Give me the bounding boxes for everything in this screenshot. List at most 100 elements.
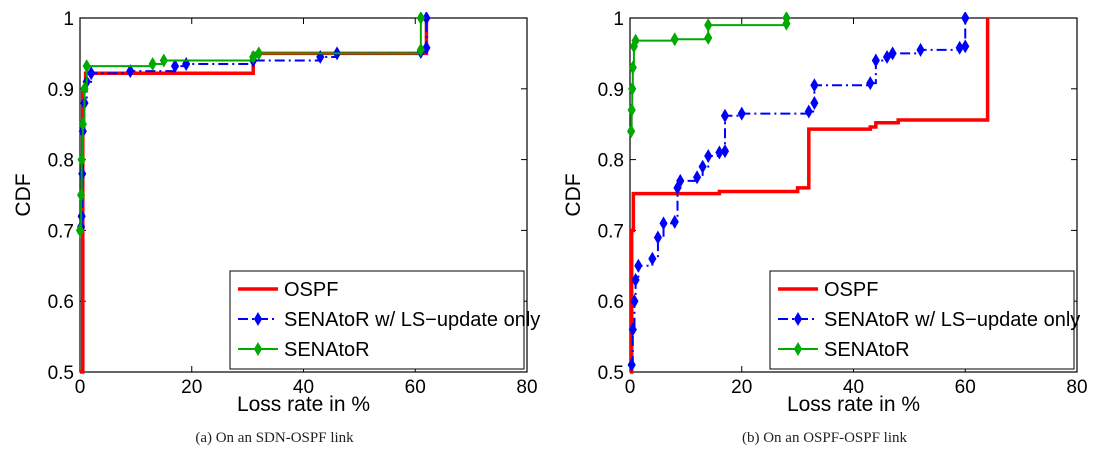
chart-panel-a: 0 20 40 60 80 0.5 0.6 0.7 0.8 0.9 1 Loss rate in % C… <box>0 0 549 457</box>
data-point <box>628 60 637 75</box>
legend-box <box>229 270 525 370</box>
x-tick-label: 40 <box>293 377 314 398</box>
data-point <box>87 66 96 81</box>
x-axis-label: Loss rate in % <box>787 393 920 416</box>
y-tick-label: 0.5 <box>598 363 624 384</box>
legend: OSPF SENAtoR w/ LS−update only SENAtoR <box>769 270 1080 370</box>
data-point <box>810 95 819 110</box>
data-point <box>254 46 263 61</box>
data-point <box>422 40 431 55</box>
data-point <box>416 12 425 25</box>
x-tick-label: 80 <box>1066 377 1087 398</box>
series-ospf <box>629 18 990 374</box>
data-point <box>810 78 819 93</box>
legend-entry: SENAtoR <box>284 339 370 361</box>
y-tick-label: 0.8 <box>598 151 624 172</box>
data-point <box>698 159 707 174</box>
data-point <box>871 53 880 68</box>
legend-entry: SENAtoR <box>824 339 910 361</box>
data-point <box>170 59 180 74</box>
data-point <box>720 144 730 159</box>
legend-marker <box>793 342 803 356</box>
legend-box <box>769 270 1075 370</box>
data-point <box>422 12 431 25</box>
x-tick-label: 60 <box>405 377 426 398</box>
data-point <box>82 59 91 74</box>
y-tick-label: 0.9 <box>48 80 74 101</box>
data-point <box>75 223 85 238</box>
data-point <box>648 251 657 266</box>
data-point <box>627 124 636 139</box>
x-axis-label: Loss rate in % <box>237 393 370 416</box>
legend-marker <box>253 312 263 326</box>
data-point <box>720 108 730 123</box>
y-tick-label: 0.7 <box>598 221 624 242</box>
data-point <box>804 104 813 119</box>
data-point <box>676 173 685 188</box>
data-point <box>659 216 668 231</box>
data-point <box>961 12 970 25</box>
data-point <box>631 33 640 48</box>
data-point <box>627 357 636 372</box>
data-point <box>704 18 713 33</box>
data-point <box>882 49 892 64</box>
data-point <box>159 53 168 68</box>
legend-marker <box>253 342 263 356</box>
y-tick-label: 0.8 <box>48 151 74 172</box>
y-tick-label: 0.5 <box>48 363 74 384</box>
data-point <box>628 322 637 337</box>
data-point <box>631 272 640 287</box>
data-point <box>77 152 86 167</box>
x-tick-label: 40 <box>843 377 864 398</box>
x-tick-label: 60 <box>955 377 976 398</box>
x-tick-label: 80 <box>516 377 537 398</box>
data-point <box>670 32 679 47</box>
y-tick-label: 0.9 <box>598 80 624 101</box>
y-tick-label: 1 <box>613 9 624 30</box>
x-tick-label: 0 <box>75 377 86 398</box>
y-axis-label: CDF <box>562 173 585 216</box>
series-senator <box>75 12 425 238</box>
data-point <box>634 258 643 273</box>
chart-b: 0 20 40 60 80 0.5 0.6 0.7 0.8 0.9 1 Loss rate in % C… <box>562 9 1088 416</box>
data-point <box>630 294 639 309</box>
data-point <box>670 214 679 229</box>
data-point <box>77 188 86 202</box>
chart-a: 0 20 40 60 80 0.5 0.6 0.7 0.8 0.9 1 Loss rate in % C… <box>12 9 540 416</box>
data-point <box>737 106 746 121</box>
data-point <box>249 49 258 64</box>
data-point <box>961 39 970 54</box>
legend: OSPF SENAtoR w/ LS−update only SENAtoR <box>229 270 540 370</box>
y-tick-label: 0.6 <box>598 292 624 313</box>
y-tick-label: 0.7 <box>48 221 74 242</box>
data-point <box>916 42 925 57</box>
data-point <box>692 170 702 185</box>
legend-marker <box>793 312 803 326</box>
y-axis-label: CDF <box>12 173 35 216</box>
x-tick-label: 0 <box>625 377 636 398</box>
legend-entry: OSPF <box>284 279 338 301</box>
data-point <box>653 230 663 245</box>
series-senator <box>627 12 791 139</box>
x-tick-label: 20 <box>731 377 752 398</box>
y-tick-label: 0.6 <box>48 292 74 313</box>
series-line <box>629 18 990 374</box>
series-senator-w-ls-update-only <box>627 12 970 372</box>
data-point <box>866 76 875 91</box>
data-point <box>126 64 135 79</box>
y-tick-label: 1 <box>63 9 74 30</box>
data-point <box>704 149 713 164</box>
data-point <box>627 103 636 118</box>
data-point <box>80 81 89 96</box>
legend-entry: OSPF <box>824 279 878 301</box>
data-point <box>888 46 897 61</box>
caption-b: (b) On an OSPF-OSPF link <box>741 430 908 446</box>
data-point <box>78 117 87 132</box>
data-point <box>628 81 637 96</box>
legend-entry: SENAtoR w/ LS−update only <box>824 309 1080 331</box>
data-point <box>416 42 425 57</box>
x-tick-label: 20 <box>181 377 202 398</box>
data-point <box>704 30 713 45</box>
data-point <box>782 12 791 25</box>
data-point <box>148 57 157 72</box>
